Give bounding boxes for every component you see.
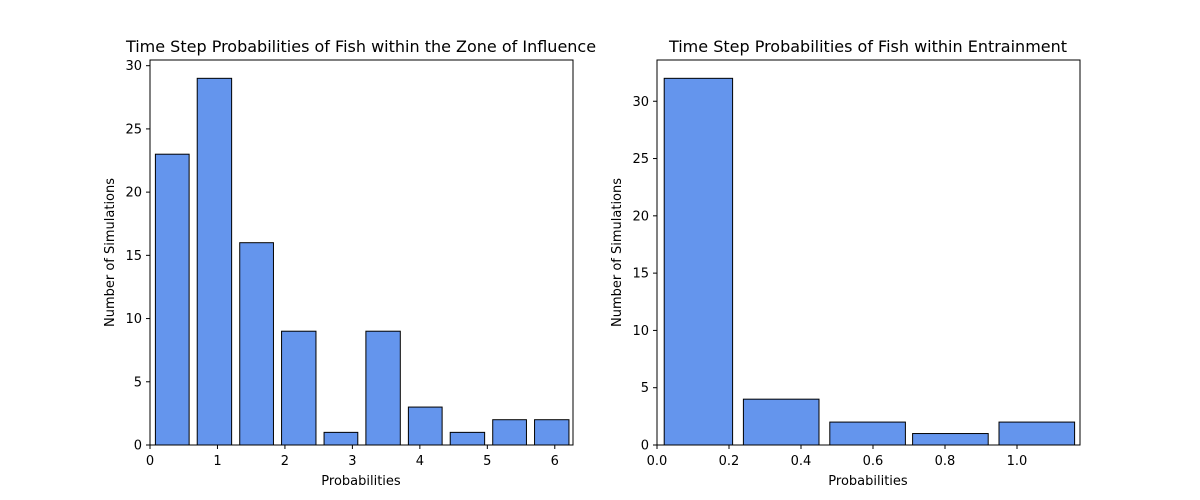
bar-0 (154, 153, 190, 446)
y-tick-label: 30 (125, 59, 142, 74)
x-tick-label: 0.6 (863, 454, 884, 469)
x-tick-label: 0 (146, 454, 154, 469)
x-tick-label: 0.0 (647, 454, 668, 469)
x-tick-label: 1.0 (1007, 454, 1028, 469)
bar-3 (281, 330, 317, 446)
bar-2 (829, 421, 906, 446)
bar-group (663, 77, 1076, 446)
x-tick-label: 5 (483, 454, 491, 469)
x-tick-label: 3 (348, 454, 356, 469)
y-tick-label: 5 (134, 375, 142, 390)
y-tick-label: 0 (641, 439, 649, 454)
bar-4 (323, 431, 359, 446)
y-tick-label: 20 (125, 186, 142, 201)
chart-title: Time Step Probabilities of Fish within E… (668, 37, 1067, 56)
bar-3 (912, 433, 989, 446)
y-tick-label: 10 (125, 312, 142, 327)
x-axis-ticks: 0 1 2 3 4 5 6 (146, 445, 559, 469)
bar-6 (407, 406, 443, 446)
bar-8 (492, 419, 527, 446)
y-tick-label: 25 (125, 122, 142, 137)
y-tick-label: 15 (632, 267, 649, 282)
bar-1 (742, 398, 820, 446)
bar-5 (365, 330, 401, 446)
y-axis-label: Number of Simulations (103, 178, 118, 327)
chart-zone-of-influence: Time Step Probabilities of Fish within t… (103, 37, 596, 489)
bar-7 (449, 431, 486, 446)
x-axis-label: Probabilities (828, 474, 908, 489)
bar-2 (239, 242, 274, 446)
x-tick-label: 0.2 (719, 454, 740, 469)
y-tick-label: 0 (134, 439, 142, 454)
x-tick-label: 0.4 (791, 454, 812, 469)
y-tick-label: 25 (632, 152, 649, 167)
x-axis-label: Probabilities (321, 474, 401, 489)
y-tick-label: 20 (632, 209, 649, 224)
bar-4 (998, 421, 1076, 446)
x-tick-label: 1 (213, 454, 221, 469)
x-axis-ticks: 0.0 0.2 0.4 0.6 0.8 1.0 (647, 445, 1028, 469)
x-tick-label: 2 (281, 454, 289, 469)
y-axis-ticks: 0 5 10 15 20 25 30 (632, 95, 657, 454)
axes-frame (656, 59, 1081, 446)
bar-0 (663, 77, 734, 446)
y-axis-ticks: 0 5 10 15 20 25 30 (125, 59, 150, 454)
bar-group (154, 77, 570, 446)
chart-entrainment: Time Step Probabilities of Fish within E… (610, 37, 1081, 489)
y-tick-label: 10 (632, 324, 649, 339)
y-tick-label: 5 (641, 381, 649, 396)
chart-title: Time Step Probabilities of Fish within t… (125, 37, 596, 56)
x-tick-label: 6 (551, 454, 559, 469)
y-tick-label: 30 (632, 95, 649, 110)
y-axis-label: Number of Simulations (610, 178, 625, 327)
axes-frame (149, 59, 574, 446)
bar-9 (534, 419, 570, 446)
x-tick-label: 0.8 (935, 454, 956, 469)
bar-1 (196, 77, 233, 446)
y-tick-label: 15 (125, 249, 142, 264)
x-tick-label: 4 (416, 454, 424, 469)
